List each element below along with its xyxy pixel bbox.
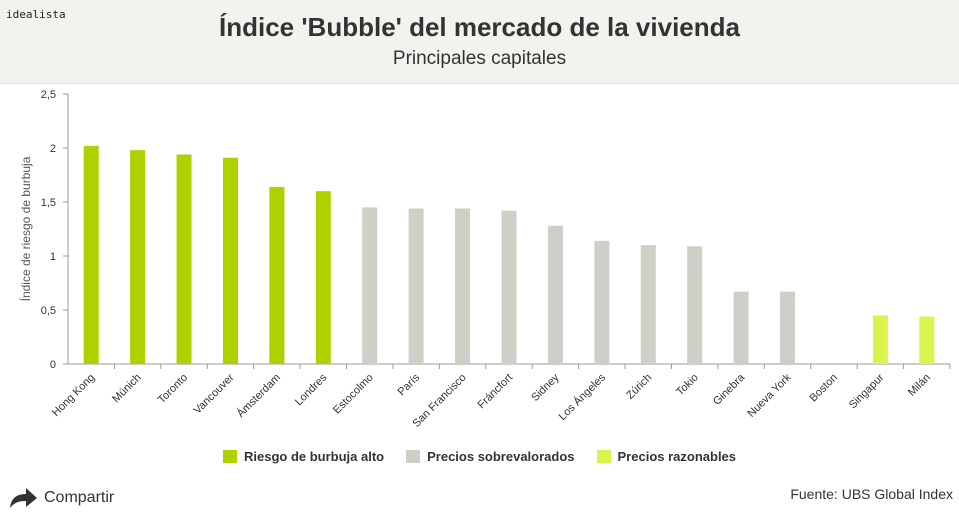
bar	[130, 150, 146, 364]
x-tick-label: Tokio	[674, 372, 701, 399]
x-tick-label: Fráncfort	[476, 372, 516, 412]
bar	[315, 191, 331, 364]
legend-item-sobrevalorados[interactable]: Precios sobrevalorados	[406, 449, 575, 464]
x-tick-label: Ginebra	[711, 371, 748, 408]
legend-item-razonables[interactable]: Precios razonables	[596, 449, 737, 464]
source-credit: Fuente: UBS Global Index	[790, 486, 953, 502]
bar	[640, 245, 656, 364]
legend-label-alto: Riesgo de burbuja alto	[243, 449, 385, 464]
x-tick-label: Los Ángeles	[556, 371, 608, 423]
legend-item-alto[interactable]: Riesgo de burbuja alto	[222, 449, 385, 464]
bar	[872, 315, 888, 364]
share-arrow-icon	[10, 488, 37, 508]
brand-logo: idealista	[6, 8, 66, 21]
y-tick-label: 2,5	[41, 89, 56, 101]
bar	[83, 145, 99, 364]
chart-header: idealista Índice 'Bubble' del mercado de…	[0, 0, 959, 83]
legend-swatch-razonables	[596, 450, 611, 463]
header-divider	[0, 83, 959, 84]
bar	[176, 154, 192, 364]
y-tick-label: 0,5	[41, 305, 56, 317]
legend-swatch-sobrevalorados	[406, 450, 421, 463]
chart-legend: Riesgo de burbuja alto Precios sobrevalo…	[0, 449, 959, 464]
share-button[interactable]: Compartir	[8, 487, 114, 509]
bar	[687, 246, 703, 364]
x-tick-label: Boston	[807, 372, 840, 405]
y-tick-label: 1,5	[41, 197, 56, 209]
x-tick-label: Singapur	[847, 371, 887, 411]
bar	[269, 186, 285, 364]
bar	[733, 291, 749, 364]
y-tick-label: 1	[50, 251, 56, 263]
x-tick-label: Nueva York	[745, 371, 794, 420]
x-tick-label: París	[396, 371, 423, 398]
x-tick-label: Milán	[906, 372, 933, 399]
legend-swatch-alto	[222, 450, 237, 463]
y-tick-label: 2	[50, 143, 56, 155]
x-tick-label: Hong Kong	[50, 372, 97, 419]
chart-title: Índice 'Bubble' del mercado de la vivien…	[219, 12, 740, 42]
legend-label-sobrevalorados: Precios sobrevalorados	[427, 449, 575, 464]
y-tick-label: 0	[50, 359, 56, 371]
bar	[919, 316, 935, 364]
y-axis-label: Índice de riesgo de burbuja	[18, 156, 33, 301]
bar	[455, 208, 471, 364]
x-tick-label: Toronto	[156, 372, 190, 406]
bar	[362, 207, 378, 364]
bar	[408, 208, 424, 364]
x-tick-label: Vancouver	[191, 371, 236, 416]
bar	[780, 291, 796, 364]
legend-label-razonables: Precios razonables	[617, 449, 737, 464]
x-tick-label: Sidney	[529, 371, 562, 404]
bar	[501, 210, 517, 364]
x-tick-label: Estocolmo	[331, 372, 376, 417]
bar-chart: 0 0,5 1 1,5 2 2,5 Índice de riesgo de burbuja H…	[18, 89, 951, 430]
share-label: Compartir	[44, 489, 115, 506]
bar	[547, 225, 563, 364]
bar	[222, 157, 238, 364]
chart-subtitle: Principales capitales	[392, 48, 567, 69]
x-tick-label: Ámsterdam	[234, 371, 283, 420]
x-tick-label: Londres	[293, 371, 330, 408]
x-tick-label: Zúrich	[624, 372, 654, 402]
bar	[594, 240, 610, 364]
x-tick-label: Múnich	[110, 372, 144, 406]
